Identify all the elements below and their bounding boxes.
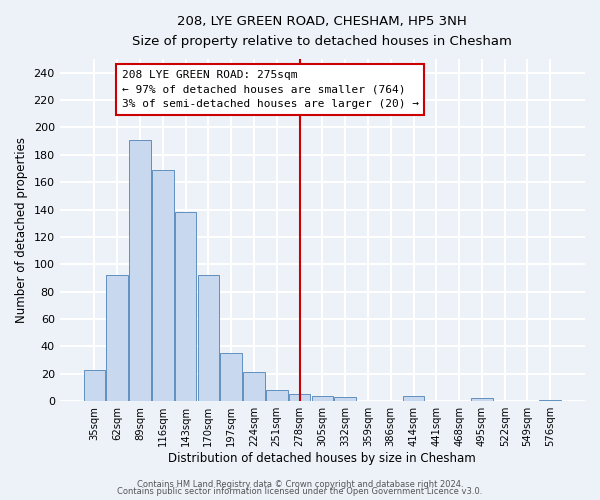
- Text: Contains HM Land Registry data © Crown copyright and database right 2024.: Contains HM Land Registry data © Crown c…: [137, 480, 463, 489]
- X-axis label: Distribution of detached houses by size in Chesham: Distribution of detached houses by size …: [169, 452, 476, 465]
- Bar: [106, 275, 128, 401]
- Bar: [197, 275, 219, 401]
- Text: Contains public sector information licensed under the Open Government Licence v3: Contains public sector information licen…: [118, 487, 482, 496]
- Bar: [334, 397, 356, 401]
- Text: 208 LYE GREEN ROAD: 275sqm
← 97% of detached houses are smaller (764)
3% of semi: 208 LYE GREEN ROAD: 275sqm ← 97% of deta…: [122, 70, 419, 110]
- Bar: [220, 354, 242, 401]
- Bar: [129, 140, 151, 401]
- Bar: [175, 212, 196, 401]
- Bar: [83, 370, 105, 401]
- Bar: [289, 394, 310, 401]
- Bar: [311, 396, 333, 401]
- Bar: [152, 170, 173, 401]
- Bar: [266, 390, 287, 401]
- Y-axis label: Number of detached properties: Number of detached properties: [15, 137, 28, 323]
- Bar: [471, 398, 493, 401]
- Bar: [403, 396, 424, 401]
- Title: 208, LYE GREEN ROAD, CHESHAM, HP5 3NH
Size of property relative to detached hous: 208, LYE GREEN ROAD, CHESHAM, HP5 3NH Si…: [133, 15, 512, 48]
- Bar: [243, 372, 265, 401]
- Bar: [539, 400, 561, 401]
